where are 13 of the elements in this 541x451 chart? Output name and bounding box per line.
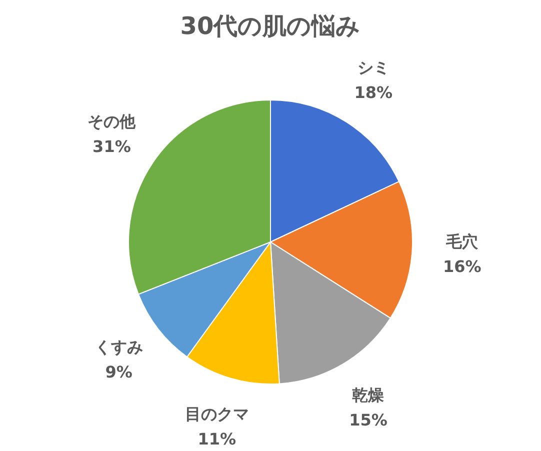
data-label: 11% — [198, 429, 236, 448]
slice-label: 乾燥 — [352, 385, 384, 404]
data-label: 15% — [349, 410, 388, 430]
slice-label: その他 — [88, 112, 137, 132]
data-label: 18% — [354, 82, 393, 102]
slice-label: シミ — [357, 58, 390, 77]
slice-label: 毛穴 — [445, 232, 480, 252]
slice-label: 目のクマ — [184, 404, 249, 424]
chart-title: 30代の肌の悩み — [180, 12, 361, 40]
slice-label: くすみ — [94, 338, 143, 357]
data-label: 16% — [442, 257, 482, 276]
data-label: 31% — [92, 137, 131, 156]
data-label: 9% — [105, 362, 132, 382]
